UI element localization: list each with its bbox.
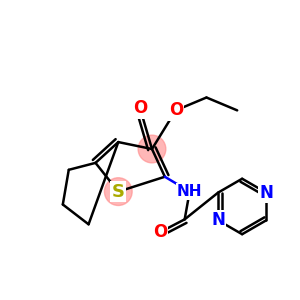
Text: O: O [169, 101, 183, 119]
Text: O: O [153, 223, 167, 241]
Circle shape [104, 178, 132, 206]
Text: S: S [112, 183, 125, 201]
Text: O: O [133, 99, 147, 117]
Circle shape [138, 135, 166, 163]
Text: N: N [211, 211, 225, 229]
Text: N: N [259, 184, 273, 202]
Text: NH: NH [177, 184, 203, 199]
